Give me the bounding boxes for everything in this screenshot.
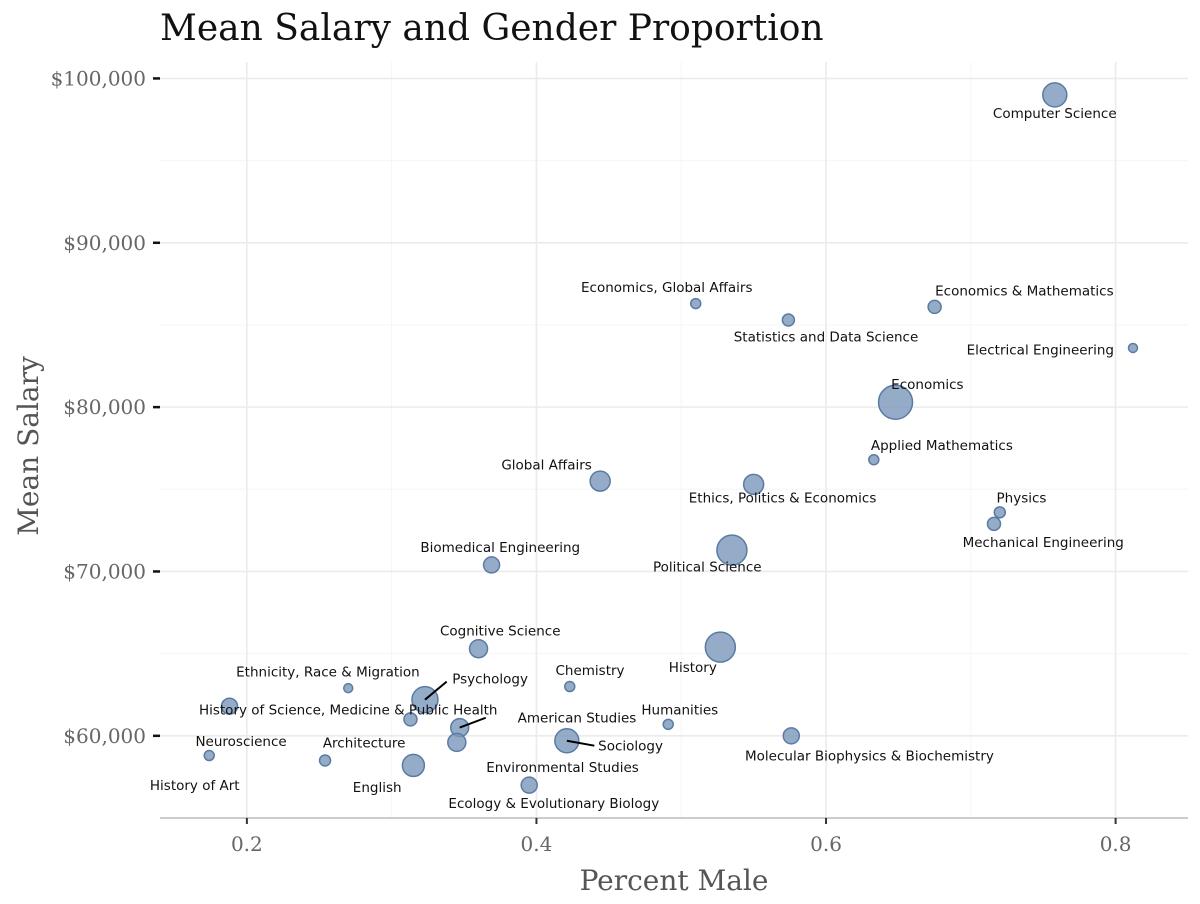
data-point bbox=[482, 556, 501, 574]
point-label: Humanities bbox=[641, 703, 718, 719]
point-label: Architecture bbox=[323, 735, 406, 751]
data-point bbox=[877, 384, 914, 420]
x-axis-title: Percent Male bbox=[580, 864, 769, 897]
point-label: Political Science bbox=[653, 560, 762, 576]
point-label: Ethics, Politics & Economics bbox=[689, 491, 877, 507]
point-label: Computer Science bbox=[993, 106, 1117, 122]
data-point bbox=[403, 712, 418, 727]
points bbox=[203, 82, 1139, 794]
x-tick-label: 0.6 bbox=[810, 832, 842, 856]
point-label: Economics & Mathematics bbox=[935, 283, 1114, 299]
data-point bbox=[318, 754, 332, 767]
data-point bbox=[662, 718, 674, 731]
data-point bbox=[689, 297, 702, 310]
grid bbox=[160, 62, 1188, 818]
point-label: Global Affairs bbox=[501, 458, 592, 474]
point-label: Biomedical Engineering bbox=[420, 540, 580, 556]
y-tick-label: $90,000 bbox=[63, 231, 146, 255]
y-tick-label: $60,000 bbox=[63, 724, 146, 748]
point-label: History of Science, Medicine & Public He… bbox=[199, 703, 498, 719]
point-label: English bbox=[353, 780, 402, 796]
x-tick-label: 0.8 bbox=[1100, 832, 1132, 856]
point-label: Ecology & Evolutionary Biology bbox=[448, 796, 659, 812]
data-point bbox=[447, 732, 467, 753]
label-leader-line bbox=[459, 716, 487, 729]
point-label: History bbox=[669, 660, 717, 676]
axes bbox=[160, 817, 1188, 819]
ticks: 0.2 0.4 0.6 0.8 $60,000 $70,000 $80,000 $90,000… bbox=[51, 66, 1132, 856]
data-point bbox=[220, 697, 239, 715]
point-label: Economics, Global Affairs bbox=[581, 280, 752, 296]
point-label: Cognitive Science bbox=[440, 624, 561, 640]
data-point bbox=[781, 313, 796, 327]
data-point bbox=[564, 680, 576, 693]
data-point bbox=[782, 727, 801, 745]
data-point bbox=[520, 776, 538, 794]
label-leader-line bbox=[424, 680, 448, 701]
point-label: Ethnicity, Race & Migration bbox=[236, 665, 420, 681]
point-label: Environmental Studies bbox=[486, 760, 639, 776]
data-point bbox=[203, 749, 215, 762]
point-label: American Studies bbox=[518, 711, 637, 727]
x-tick-label: 0.4 bbox=[521, 832, 553, 856]
data-point bbox=[1042, 82, 1068, 108]
point-label: History of Art bbox=[150, 778, 240, 794]
point-label: Economics bbox=[891, 377, 963, 393]
point-label: Neuroscience bbox=[195, 734, 286, 750]
data-point bbox=[986, 516, 1002, 532]
leader-lines bbox=[424, 680, 595, 747]
point-label: Physics bbox=[997, 491, 1047, 507]
y-axis-title: Mean Salary bbox=[12, 356, 45, 536]
y-tick-label: $80,000 bbox=[63, 395, 146, 419]
chart-title: Mean Salary and Gender Proportion bbox=[160, 8, 824, 49]
x-tick-label: 0.2 bbox=[231, 832, 263, 856]
point-label: Chemistry bbox=[555, 663, 624, 679]
data-point bbox=[927, 299, 942, 315]
data-point bbox=[468, 638, 489, 659]
point-label: Molecular Biophysics & Biochemistry bbox=[745, 749, 994, 765]
point-label: Electrical Engineering bbox=[967, 343, 1114, 359]
label-leader-line bbox=[566, 739, 595, 747]
point-label: Statistics and Data Science bbox=[734, 329, 919, 345]
y-tick-label: $100,000 bbox=[51, 66, 146, 90]
point-label: Sociology bbox=[598, 739, 663, 755]
data-point bbox=[589, 470, 611, 492]
data-point bbox=[401, 753, 426, 778]
y-tick-label: $70,000 bbox=[63, 559, 146, 583]
data-point bbox=[1127, 342, 1139, 354]
data-point bbox=[868, 453, 880, 466]
data-point bbox=[742, 473, 765, 496]
data-point bbox=[993, 506, 1007, 519]
point-labels: Computer Science Economics, Global Affair… bbox=[150, 106, 1124, 812]
data-point bbox=[704, 631, 737, 663]
point-label: Mechanical Engineering bbox=[963, 535, 1124, 551]
point-label: Psychology bbox=[452, 671, 528, 687]
data-point bbox=[342, 682, 354, 694]
data-point bbox=[716, 534, 748, 566]
point-label: Applied Mathematics bbox=[871, 438, 1013, 454]
